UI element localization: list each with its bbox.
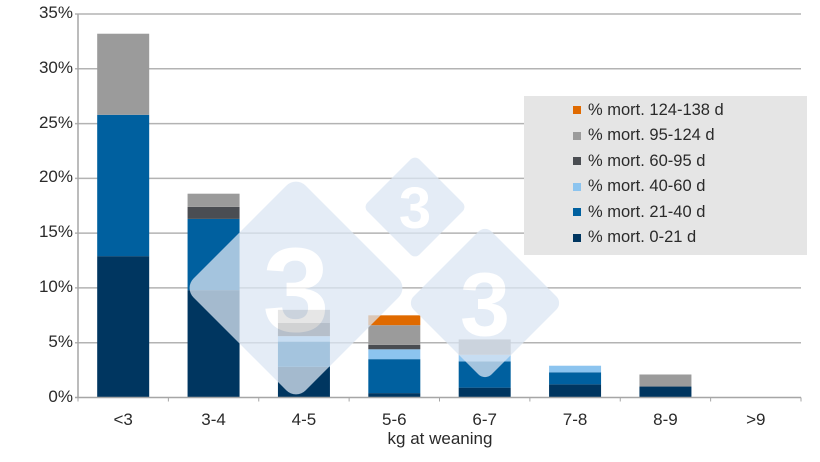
legend-swatch-icon xyxy=(573,208,581,216)
watermark-glyph: 3 xyxy=(460,255,510,355)
x-tick-label: 6-7 xyxy=(472,410,497,429)
bar-segment xyxy=(187,206,240,219)
legend-swatch-icon xyxy=(573,106,581,114)
legend-label: % mort. 21-40 d xyxy=(588,202,706,221)
y-tick-label: 10% xyxy=(38,276,73,296)
watermark-diamond: 3 xyxy=(189,181,403,395)
legend-label: % mort. 124-138 d xyxy=(588,100,724,119)
bar-segment xyxy=(187,193,240,207)
bar-segment xyxy=(97,33,150,115)
y-tick-label: 5% xyxy=(48,331,73,351)
legend-label: % mort. 95-124 d xyxy=(588,126,715,144)
legend-label: % mort. 0-21 d xyxy=(588,228,697,246)
bar-segment xyxy=(368,315,421,326)
x-tick-label: 7-8 xyxy=(562,410,588,429)
legend-item: % mort. 21-40 d xyxy=(573,202,705,222)
bar-segment xyxy=(549,372,602,385)
y-tick-label: 0% xyxy=(48,386,73,406)
y-tick-label: 30% xyxy=(38,57,73,77)
bar-segment xyxy=(97,256,150,398)
x-axis-title: kg at weaning xyxy=(387,429,493,448)
legend-item: % mort. 124-138 d xyxy=(573,100,724,120)
x-tick-label: <3 xyxy=(113,410,133,429)
bars xyxy=(97,33,692,398)
bar-segment xyxy=(549,365,602,373)
y-tick-label: 15% xyxy=(38,222,73,242)
legend-label: % mort. 60-95 d xyxy=(588,151,706,170)
bar-segment xyxy=(97,114,150,257)
legend: % mort. 124-138 d % mort. 95-124 d % mort.… xyxy=(524,96,807,255)
axes xyxy=(75,14,802,402)
watermark-glyph: 3 xyxy=(399,176,431,241)
legend-swatch-icon xyxy=(573,131,581,140)
watermark-diamond: 3 xyxy=(365,157,465,257)
bar-segment xyxy=(368,349,421,360)
legend-label: % mort. 40-60 d xyxy=(588,177,706,195)
watermark-glyph: 3 xyxy=(263,223,330,357)
watermark-diamond: 3 xyxy=(410,228,560,378)
x-tick-label: 8-9 xyxy=(653,410,678,429)
x-tick-label: 4-5 xyxy=(291,410,317,429)
bar-segment xyxy=(368,344,421,350)
legend-swatch-icon xyxy=(573,233,581,242)
legend-item: % mort. 40-60 d xyxy=(573,177,705,197)
x-tick-label: >9 xyxy=(746,410,766,429)
legend-swatch-icon xyxy=(573,157,581,165)
y-tick-label: 35% xyxy=(38,3,73,22)
x-tick-label: 5-6 xyxy=(382,410,407,429)
bar-segment xyxy=(639,374,692,387)
y-tick-label: 20% xyxy=(38,167,73,187)
bar-segment xyxy=(368,393,421,398)
x-tick-label: 3-4 xyxy=(201,410,226,429)
legend-swatch-icon xyxy=(573,182,581,191)
bar-segment xyxy=(549,384,602,398)
watermark-logo: 333 xyxy=(189,157,560,395)
y-tick-label: 25% xyxy=(38,112,73,132)
bar-segment xyxy=(368,325,421,345)
legend-item: % mort. 60-95 d xyxy=(573,151,705,171)
bar-segment xyxy=(639,386,692,398)
legend-item: % mort. 0-21 d xyxy=(573,228,696,248)
bar-segment xyxy=(458,387,511,398)
legend-item: % mort. 95-124 d xyxy=(573,126,715,146)
bar-segment xyxy=(368,359,421,394)
